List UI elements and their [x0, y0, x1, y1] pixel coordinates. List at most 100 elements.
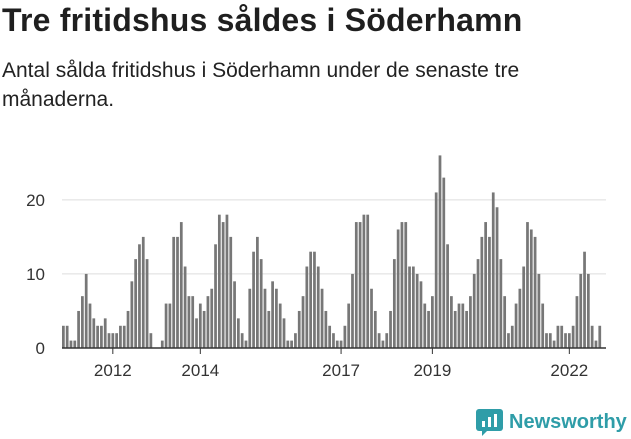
- bar: [381, 340, 385, 348]
- bar: [263, 288, 267, 348]
- bar: [119, 325, 122, 348]
- y-tick-label: 0: [36, 339, 45, 358]
- bar: [206, 296, 210, 348]
- bar: [415, 273, 419, 348]
- bar: [499, 259, 503, 348]
- bar: [210, 288, 214, 348]
- bar: [244, 340, 248, 348]
- bar: [145, 259, 149, 348]
- bar: [472, 273, 476, 348]
- bar: [240, 333, 244, 348]
- newsworthy-logo-icon: [476, 409, 503, 436]
- bar: [164, 303, 168, 348]
- bar: [179, 222, 183, 348]
- bar: [335, 340, 339, 348]
- bar: [583, 251, 586, 348]
- bar: [373, 310, 377, 348]
- bar: [510, 325, 514, 348]
- bar: [134, 259, 138, 348]
- bar: [434, 192, 438, 348]
- bar: [354, 222, 358, 348]
- bar: [564, 333, 567, 348]
- bar: [313, 251, 316, 348]
- x-tick-label: 2014: [181, 361, 219, 380]
- bar: [400, 222, 404, 348]
- bar: [438, 155, 442, 348]
- bar: [62, 325, 65, 348]
- bar: [191, 296, 195, 348]
- bar: [385, 333, 389, 348]
- bar: [149, 333, 153, 348]
- bar: [126, 310, 130, 348]
- bar: [556, 325, 560, 348]
- bar: [518, 288, 522, 348]
- bar: [328, 325, 332, 348]
- bar: [461, 303, 465, 348]
- bar: [138, 244, 141, 348]
- x-tick-label: 2022: [550, 361, 588, 380]
- bar: [332, 333, 335, 348]
- bar: [495, 207, 499, 348]
- bar: [339, 340, 343, 348]
- bar: [404, 222, 408, 348]
- bar: [488, 236, 491, 348]
- bar: [168, 303, 172, 348]
- bar: [217, 214, 221, 348]
- bar: [522, 266, 526, 348]
- bar: [96, 325, 99, 348]
- bar: [476, 259, 480, 348]
- bar: [225, 214, 229, 348]
- bar: [103, 318, 107, 348]
- bar: [389, 310, 392, 348]
- bar: [392, 259, 396, 348]
- bar: [491, 192, 495, 348]
- bar: [480, 236, 484, 348]
- bar: [347, 303, 351, 348]
- bar: [567, 333, 571, 348]
- y-tick-label: 10: [26, 265, 45, 284]
- bar: [560, 325, 564, 348]
- bar: [450, 296, 453, 348]
- bar: [176, 236, 179, 348]
- bar: [294, 333, 297, 348]
- bar: [548, 333, 552, 348]
- bar: [541, 303, 545, 348]
- bar: [305, 266, 309, 348]
- bar: [320, 288, 324, 348]
- bar: [469, 296, 472, 348]
- bar: [282, 318, 286, 348]
- bar: [484, 222, 488, 348]
- x-tick-label: 2017: [322, 361, 360, 380]
- bar: [259, 259, 263, 348]
- bar: [457, 303, 461, 348]
- y-tick-label: 20: [26, 191, 45, 210]
- bar: [214, 244, 217, 348]
- brand-name: Newsworthy: [509, 411, 627, 433]
- bar: [92, 318, 96, 348]
- bar: [81, 296, 84, 348]
- bar: [290, 340, 293, 348]
- bar: [526, 222, 529, 348]
- bar: [252, 251, 255, 348]
- bar: [111, 333, 115, 348]
- bar: [419, 281, 423, 348]
- bar: [195, 318, 198, 348]
- bar: [278, 303, 282, 348]
- bar: [73, 340, 77, 348]
- x-tick-label: 2019: [413, 361, 451, 380]
- bar: [552, 340, 556, 348]
- bar: [221, 222, 225, 348]
- bar: [366, 214, 370, 348]
- chart-subtitle: Antal sålda fritidshus i Söderhamn under…: [2, 59, 520, 111]
- bar: [594, 340, 598, 348]
- bar: [115, 333, 118, 348]
- brand-logo[interactable]: Newsworthy: [476, 409, 627, 436]
- bar: [324, 310, 328, 348]
- bar: [141, 236, 145, 348]
- bar: [301, 296, 305, 348]
- bar: [377, 333, 381, 348]
- bar: [275, 288, 278, 348]
- bar: [286, 340, 290, 348]
- bar: [316, 266, 320, 348]
